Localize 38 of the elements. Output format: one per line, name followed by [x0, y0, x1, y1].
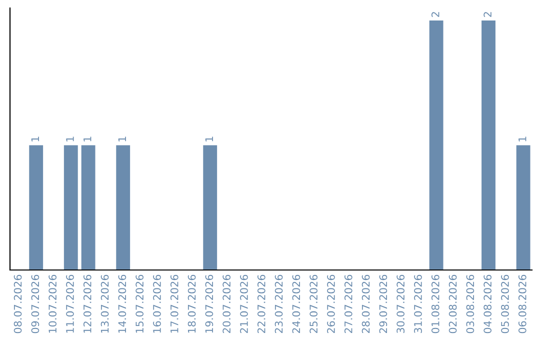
x-tick-label: 04.08.2026 [484, 274, 492, 334]
x-tick-label: 10.07.2026 [48, 274, 57, 333]
x-tick-label: 05.08.2026 [501, 274, 509, 334]
data-label: 1 [31, 136, 39, 142]
x-tick-label: 19.07.2026 [205, 274, 214, 333]
data-label: 1 [66, 136, 74, 142]
x-tick-label: 18.07.2026 [188, 274, 196, 333]
x-tick-label: 03.08.2026 [466, 274, 474, 334]
x-tick-label: 14.07.2026 [118, 274, 126, 333]
x-tick-label: 26.07.2026 [327, 274, 335, 334]
data-label: 2 [431, 12, 440, 17]
data-label: 1 [118, 136, 126, 142]
x-tick-label: 02.08.2026 [448, 274, 457, 334]
x-tick-label: 12.07.2026 [83, 274, 92, 333]
x-tick-label: 25.07.2026 [310, 274, 318, 334]
x-tick-label: 30.07.2026 [396, 274, 405, 334]
x-tick-label: 13.07.2026 [100, 274, 109, 333]
x-tick-label: 24.07.2026 [292, 274, 300, 334]
x-tick-label: 15.07.2026 [136, 274, 144, 333]
x-tick-label: 31.07.2026 [414, 274, 422, 334]
data-label: 1 [518, 136, 526, 142]
x-tick-label: 27.07.2026 [344, 274, 352, 334]
data-label: 1 [84, 136, 92, 142]
x-tick-label: 08.07.2026 [14, 274, 22, 334]
x-tick-label: 21.07.2026 [240, 274, 248, 334]
x-tick-label: 01.08.2026 [431, 274, 440, 334]
data-label: 1 [205, 136, 213, 142]
x-tick-label: 22.07.2026 [257, 274, 266, 334]
x-tick-label: 20.07.2026 [222, 274, 231, 334]
x-tick-label: 11.07.2026 [66, 274, 74, 333]
data-label: 2 [484, 12, 492, 17]
x-tick-label: 28.07.2026 [362, 274, 370, 334]
x-tick-label: 09.07.2026 [31, 274, 40, 334]
x-tick-label: 29.07.2026 [379, 274, 388, 334]
x-tick-label: 17.07.2026 [170, 274, 178, 333]
x-tick-label: 16.07.2026 [153, 274, 161, 333]
x-tick-label: 23.07.2026 [274, 274, 283, 334]
x-tick-label: 06.08.2026 [518, 274, 526, 334]
